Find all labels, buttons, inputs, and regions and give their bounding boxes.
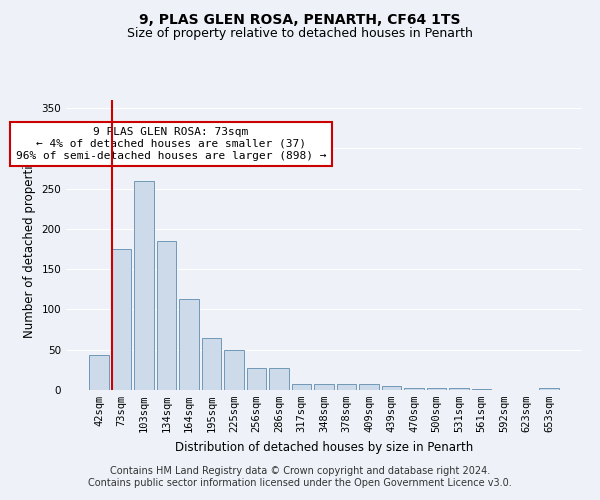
Bar [404, 388, 424, 390]
Bar [157, 241, 176, 390]
Text: Contains HM Land Registry data © Crown copyright and database right 2024.
Contai: Contains HM Land Registry data © Crown c… [88, 466, 512, 487]
Bar [89, 354, 109, 390]
Bar [314, 384, 334, 390]
Bar [292, 384, 311, 390]
Bar [112, 249, 131, 390]
X-axis label: Distribution of detached houses by size in Penarth: Distribution of detached houses by size … [175, 440, 473, 454]
Text: 9 PLAS GLEN ROSA: 73sqm
← 4% of detached houses are smaller (37)
96% of semi-det: 9 PLAS GLEN ROSA: 73sqm ← 4% of detached… [16, 128, 326, 160]
Bar [449, 388, 469, 390]
Bar [247, 368, 266, 390]
Bar [224, 350, 244, 390]
Bar [269, 368, 289, 390]
Bar [179, 299, 199, 390]
Text: 9, PLAS GLEN ROSA, PENARTH, CF64 1TS: 9, PLAS GLEN ROSA, PENARTH, CF64 1TS [139, 12, 461, 26]
Bar [337, 384, 356, 390]
Y-axis label: Number of detached properties: Number of detached properties [23, 152, 36, 338]
Bar [134, 180, 154, 390]
Bar [427, 388, 446, 390]
Bar [359, 384, 379, 390]
Bar [472, 389, 491, 390]
Bar [202, 338, 221, 390]
Bar [382, 386, 401, 390]
Bar [539, 388, 559, 390]
Text: Size of property relative to detached houses in Penarth: Size of property relative to detached ho… [127, 28, 473, 40]
